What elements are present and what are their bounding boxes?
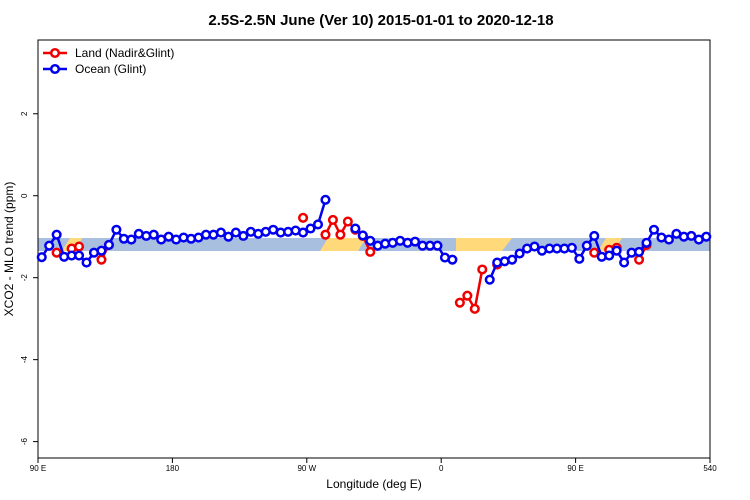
data-point xyxy=(320,229,331,240)
data-point xyxy=(74,250,85,261)
data-point xyxy=(686,230,697,241)
data-point xyxy=(469,303,480,314)
data-point xyxy=(320,194,331,205)
chart-title: 2.5S-2.5N June (Ver 10) 2015-01-01 to 20… xyxy=(208,12,553,29)
data-point xyxy=(335,229,346,240)
land-band xyxy=(320,238,366,251)
data-point xyxy=(648,224,660,235)
y-tick-label: -6 xyxy=(20,438,29,446)
data-point xyxy=(44,240,55,251)
x-tick-label: 90 E xyxy=(30,464,46,473)
data-point xyxy=(111,224,122,235)
data-point xyxy=(514,248,525,259)
data-point xyxy=(126,234,137,245)
x-tick-label: 540 xyxy=(703,464,717,473)
data-point xyxy=(350,223,361,234)
data-point xyxy=(148,229,159,240)
data-point xyxy=(51,229,62,240)
data-point xyxy=(365,246,376,257)
legend-label: Land (Nadir&Glint) xyxy=(75,46,174,60)
data-point xyxy=(581,240,592,251)
data-point xyxy=(74,241,85,252)
data-point xyxy=(529,241,540,252)
data-point xyxy=(327,214,338,225)
x-tick-label: 0 xyxy=(439,464,444,473)
data-point xyxy=(96,254,107,265)
y-tick-label: 2 xyxy=(20,111,29,116)
data-point xyxy=(447,254,458,265)
x-tick-label: 90 W xyxy=(297,464,316,473)
legend-marker xyxy=(49,63,61,75)
data-point xyxy=(641,237,652,248)
data-point xyxy=(342,216,353,227)
data-point xyxy=(484,274,495,285)
data-point xyxy=(305,223,316,234)
data-point xyxy=(298,227,309,238)
data-point xyxy=(96,245,107,256)
x-tick-label: 180 xyxy=(166,464,180,473)
data-point xyxy=(701,231,712,242)
data-point xyxy=(477,264,488,275)
y-tick-label: -4 xyxy=(20,356,29,364)
data-point xyxy=(589,247,600,258)
data-point xyxy=(51,247,62,258)
data-point xyxy=(238,230,249,241)
data-point xyxy=(566,242,577,253)
y-tick-label: 0 xyxy=(20,193,29,198)
data-point xyxy=(81,257,92,268)
data-point xyxy=(574,253,585,264)
data-point xyxy=(432,240,443,251)
data-point xyxy=(36,252,47,263)
data-point xyxy=(365,235,376,246)
data-point xyxy=(410,236,421,247)
data-point xyxy=(298,212,309,223)
y-tick-label: -2 xyxy=(20,274,29,282)
data-point xyxy=(634,254,645,265)
data-point xyxy=(619,257,630,268)
data-point xyxy=(454,297,465,308)
plot-frame xyxy=(37,39,711,459)
data-point xyxy=(103,239,114,250)
data-point xyxy=(604,250,615,261)
series xyxy=(36,194,712,285)
x-tick-label: 90 E xyxy=(567,464,583,473)
data-point xyxy=(215,227,226,238)
data-point xyxy=(357,230,368,241)
data-point xyxy=(223,231,234,242)
data-point xyxy=(462,290,473,301)
data-point xyxy=(611,245,622,256)
legend-marker xyxy=(49,47,61,59)
land-band xyxy=(456,238,512,251)
data-point xyxy=(312,219,324,230)
data-point xyxy=(634,246,645,257)
x-axis-label: Longitude (deg E) xyxy=(326,477,421,491)
data-point xyxy=(663,234,674,245)
y-axis-label: XCO2 - MLO trend (ppm) xyxy=(2,182,16,317)
data-point xyxy=(507,254,518,265)
legend-label: Ocean (Glint) xyxy=(75,62,146,76)
data-point xyxy=(589,230,600,241)
